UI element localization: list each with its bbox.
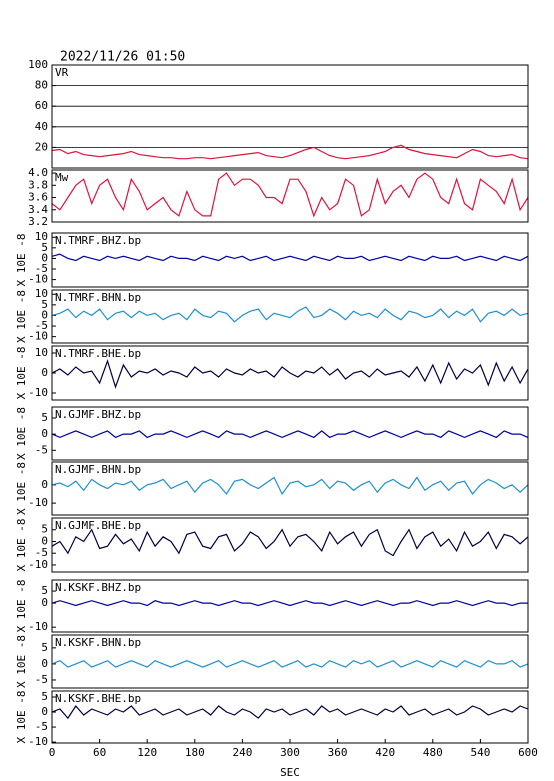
y-tick-label: 10 — [35, 230, 48, 243]
y-tick-label: 10 — [35, 287, 48, 300]
panel-frame — [51, 64, 529, 169]
panel-label: N.GJMF.BHE.bp — [55, 519, 141, 532]
y-tick-label: 0 — [41, 534, 48, 547]
panel-label: N.GJMF.BHZ.bp — [55, 408, 141, 421]
y-tick-label: -5 — [35, 319, 48, 332]
x-tick-label: 120 — [137, 746, 157, 759]
trace — [51, 660, 529, 668]
y-axis-label: X 10E -8 — [15, 635, 28, 688]
y-tick-label: 3.4 — [28, 203, 48, 216]
y-tick-label: 5 — [41, 641, 48, 654]
x-tick-label: 180 — [185, 746, 205, 759]
y-tick-label: -10 — [28, 386, 48, 399]
y-tick-label: 0 — [41, 366, 48, 379]
y-tick-label: 60 — [35, 99, 48, 112]
panel-frame — [51, 634, 529, 689]
y-tick-label: 10 — [35, 346, 48, 359]
x-tick-label: 420 — [375, 746, 395, 759]
y-tick-label: 0 — [41, 308, 48, 321]
y-tick-label: -5 — [35, 262, 48, 275]
x-axis-label: SEC — [280, 766, 300, 779]
y-tick-label: 5 — [41, 298, 48, 311]
y-tick-label: -10 — [28, 273, 48, 286]
y-tick-label: 0 — [41, 596, 48, 609]
x-tick-label: 540 — [470, 746, 490, 759]
panel-frame — [51, 461, 529, 516]
panel-label: N.GJMF.BHN.bp — [55, 463, 141, 476]
trace — [51, 430, 529, 439]
y-tick-label: 5 — [41, 411, 48, 424]
panel-label: Mw — [55, 171, 69, 184]
y-axis-label: X 10E -8 — [15, 407, 28, 460]
panel-frame — [51, 289, 529, 344]
trace — [51, 306, 529, 323]
y-tick-label: 3.2 — [28, 215, 48, 228]
y-axis-label: X 10E -8 — [15, 347, 28, 400]
y-tick-label: -5 — [35, 673, 48, 686]
y-tick-label: 5 — [41, 241, 48, 254]
y-tick-label: 5 — [41, 690, 48, 703]
chart-title: 2022/11/26 01:50 — [60, 50, 185, 65]
x-tick-label: 480 — [423, 746, 443, 759]
y-tick-label: 0 — [41, 478, 48, 491]
y-tick-label: -10 — [28, 330, 48, 343]
x-tick-label: 600 — [518, 746, 538, 759]
panel-label: N.KSKF.BHE.bp — [55, 692, 141, 705]
y-tick-label: 3.8 — [28, 178, 48, 191]
y-axis-label: X 10E -8 — [15, 580, 28, 633]
y-tick-label: -10 — [28, 558, 48, 571]
y-tick-label: 100 — [28, 58, 48, 71]
y-tick-label: -5 — [35, 546, 48, 559]
panel-label: VR — [55, 66, 69, 79]
panel-label: N.TMRF.BHZ.bp — [55, 234, 141, 247]
x-tick-label: 60 — [93, 746, 106, 759]
y-tick-label: 0 — [41, 657, 48, 670]
y-tick-label: 5 — [41, 523, 48, 536]
y-axis-label: X 10E -8 — [15, 234, 28, 287]
panel-frame — [51, 406, 529, 461]
x-tick-label: 360 — [328, 746, 348, 759]
x-tick-label: 300 — [280, 746, 300, 759]
trace — [51, 172, 529, 218]
trace — [51, 600, 528, 607]
y-axis-label: X 10E -8 — [15, 290, 28, 343]
panel-frame — [51, 232, 529, 288]
panel-frame — [51, 169, 529, 223]
trace — [51, 528, 529, 557]
y-tick-label: -5 — [35, 443, 48, 456]
trace — [51, 253, 529, 262]
panel-label: N.KSKF.BHZ.bp — [55, 581, 141, 594]
y-tick-label: 80 — [35, 79, 48, 92]
y-tick-label: 4.0 — [28, 166, 48, 179]
trace — [51, 705, 529, 720]
y-tick-label: 40 — [35, 120, 48, 133]
x-tick-label: 0 — [49, 746, 56, 759]
panel-frame — [51, 517, 529, 573]
y-axis-label: X 10E -8 — [15, 691, 28, 744]
y-tick-label: 5 — [41, 584, 48, 597]
y-tick-label: -5 — [35, 720, 48, 733]
y-tick-label: 0 — [41, 427, 48, 440]
panel-frame — [51, 345, 529, 401]
panel-label: N.KSKF.BHN.bp — [55, 636, 141, 649]
y-tick-label: 0 — [41, 705, 48, 718]
panel-frame — [51, 579, 529, 633]
y-axis-label: X 10E -8 — [15, 462, 28, 515]
y-tick-label: 3.6 — [28, 191, 48, 204]
y-tick-label: 20 — [35, 140, 48, 153]
y-axis-label: X 10E -8 — [15, 519, 28, 572]
panel-label: N.TMRF.BHE.bp — [55, 347, 141, 360]
trace — [51, 476, 529, 496]
y-tick-label: 0 — [41, 251, 48, 264]
trace — [51, 144, 529, 160]
panel-label: N.TMRF.BHN.bp — [55, 291, 141, 304]
y-tick-label: -10 — [28, 735, 48, 748]
x-tick-label: 240 — [232, 746, 252, 759]
y-tick-label: -10 — [28, 496, 48, 509]
trace — [51, 359, 529, 389]
y-tick-label: -10 — [28, 620, 48, 633]
